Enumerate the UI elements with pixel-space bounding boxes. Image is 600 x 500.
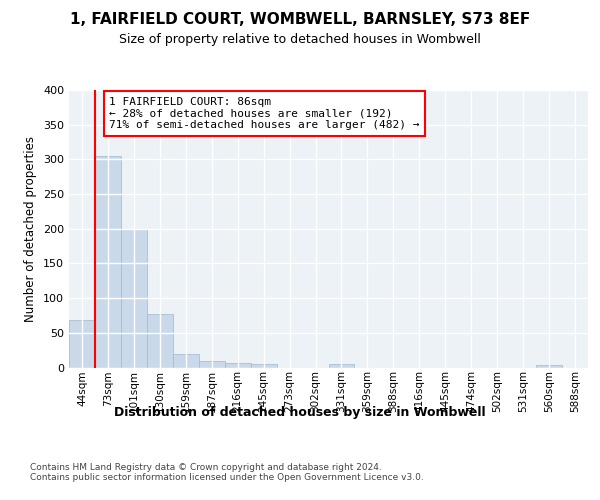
Bar <box>69 320 95 368</box>
Text: Contains HM Land Registry data © Crown copyright and database right 2024.
Contai: Contains HM Land Registry data © Crown c… <box>30 462 424 482</box>
Bar <box>329 364 355 368</box>
Bar <box>95 156 121 368</box>
Bar <box>173 354 199 368</box>
Text: 1 FAIRFIELD COURT: 86sqm
← 28% of detached houses are smaller (192)
71% of semi-: 1 FAIRFIELD COURT: 86sqm ← 28% of detach… <box>109 97 420 130</box>
Text: Distribution of detached houses by size in Wombwell: Distribution of detached houses by size … <box>114 406 486 419</box>
Text: Size of property relative to detached houses in Wombwell: Size of property relative to detached ho… <box>119 33 481 46</box>
Bar <box>225 364 251 368</box>
Bar <box>199 362 224 368</box>
Text: 1, FAIRFIELD COURT, WOMBWELL, BARNSLEY, S73 8EF: 1, FAIRFIELD COURT, WOMBWELL, BARNSLEY, … <box>70 12 530 28</box>
Y-axis label: Number of detached properties: Number of detached properties <box>25 136 37 322</box>
Bar <box>536 364 562 368</box>
Bar <box>121 229 147 368</box>
Bar <box>251 364 277 368</box>
Bar <box>147 314 173 368</box>
